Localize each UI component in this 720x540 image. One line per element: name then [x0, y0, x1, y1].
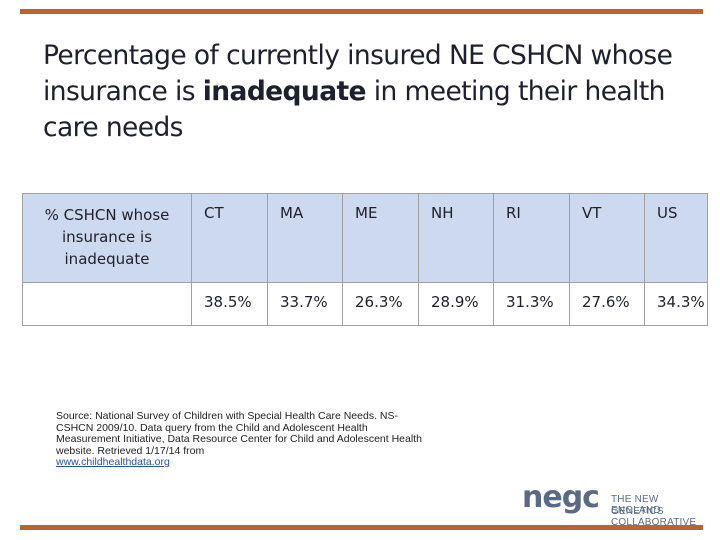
- logo-tagline-1: THE NEW ENGLAND: [611, 494, 661, 516]
- row-label: % CSHCN whose insurance is inadequate: [44, 206, 170, 268]
- header-cell: US: [644, 193, 708, 283]
- row-label-cell: % CSHCN whose insurance is inadequate: [22, 193, 192, 283]
- value-cell: 28.9%: [418, 282, 494, 326]
- header-us: US: [657, 204, 678, 222]
- title-text-bold: inadequate: [202, 76, 367, 107]
- header-nh: NH: [431, 204, 454, 222]
- table-row: 38.5% 33.7% 26.3% 28.9% 31.3% 27.6% 34.3…: [22, 282, 708, 326]
- value-nh: 28.9%: [431, 293, 479, 311]
- value-cell: 38.5%: [191, 282, 268, 326]
- value-me: 26.3%: [355, 293, 403, 311]
- value-ma: 33.7%: [280, 293, 328, 311]
- value-cell: 27.6%: [569, 282, 645, 326]
- table-header-row: % CSHCN whose insurance is inadequate CT…: [22, 193, 708, 283]
- logo-wordmark: negc: [522, 480, 600, 515]
- slide-title: Percentage of currently insured NE CSHCN…: [43, 38, 683, 146]
- value-cell: 31.3%: [493, 282, 570, 326]
- header-ma: MA: [280, 204, 304, 222]
- value-vt: 27.6%: [582, 293, 630, 311]
- row-empty-cell: [22, 282, 192, 326]
- header-me: ME: [355, 204, 378, 222]
- title-text-post: in meeting their health care needs: [43, 76, 665, 143]
- value-us: 34.3%: [657, 293, 705, 311]
- value-cell: 34.3%: [644, 282, 708, 326]
- header-cell: CT: [191, 193, 268, 283]
- source-link[interactable]: www.childhealthdata.org: [56, 456, 170, 468]
- value-ri: 31.3%: [506, 293, 554, 311]
- header-ct: CT: [204, 204, 224, 222]
- value-ct: 38.5%: [204, 293, 252, 311]
- header-cell: VT: [569, 193, 645, 283]
- header-vt: VT: [582, 204, 602, 222]
- source-note: Source: National Survey of Children with…: [56, 410, 431, 469]
- logo-tagline-2: GENETICS COLLABORATIVE: [611, 506, 697, 528]
- value-cell: 26.3%: [342, 282, 419, 326]
- insurance-table: % CSHCN whose insurance is inadequate CT…: [22, 193, 708, 326]
- header-cell: MA: [267, 193, 343, 283]
- title-text-pre: Percentage of currently insured NE CSHCN…: [43, 40, 673, 107]
- source-text: Source: National Survey of Children with…: [56, 410, 422, 457]
- bottom-rule: [20, 525, 703, 530]
- header-cell: NH: [418, 193, 494, 283]
- top-rule: [20, 9, 703, 14]
- negc-logo: negc THE NEW ENGLAND GENETICS COLLABORAT…: [522, 480, 702, 528]
- value-cell: 33.7%: [267, 282, 343, 326]
- header-cell: RI: [493, 193, 570, 283]
- header-ri: RI: [506, 204, 521, 222]
- header-cell: ME: [342, 193, 419, 283]
